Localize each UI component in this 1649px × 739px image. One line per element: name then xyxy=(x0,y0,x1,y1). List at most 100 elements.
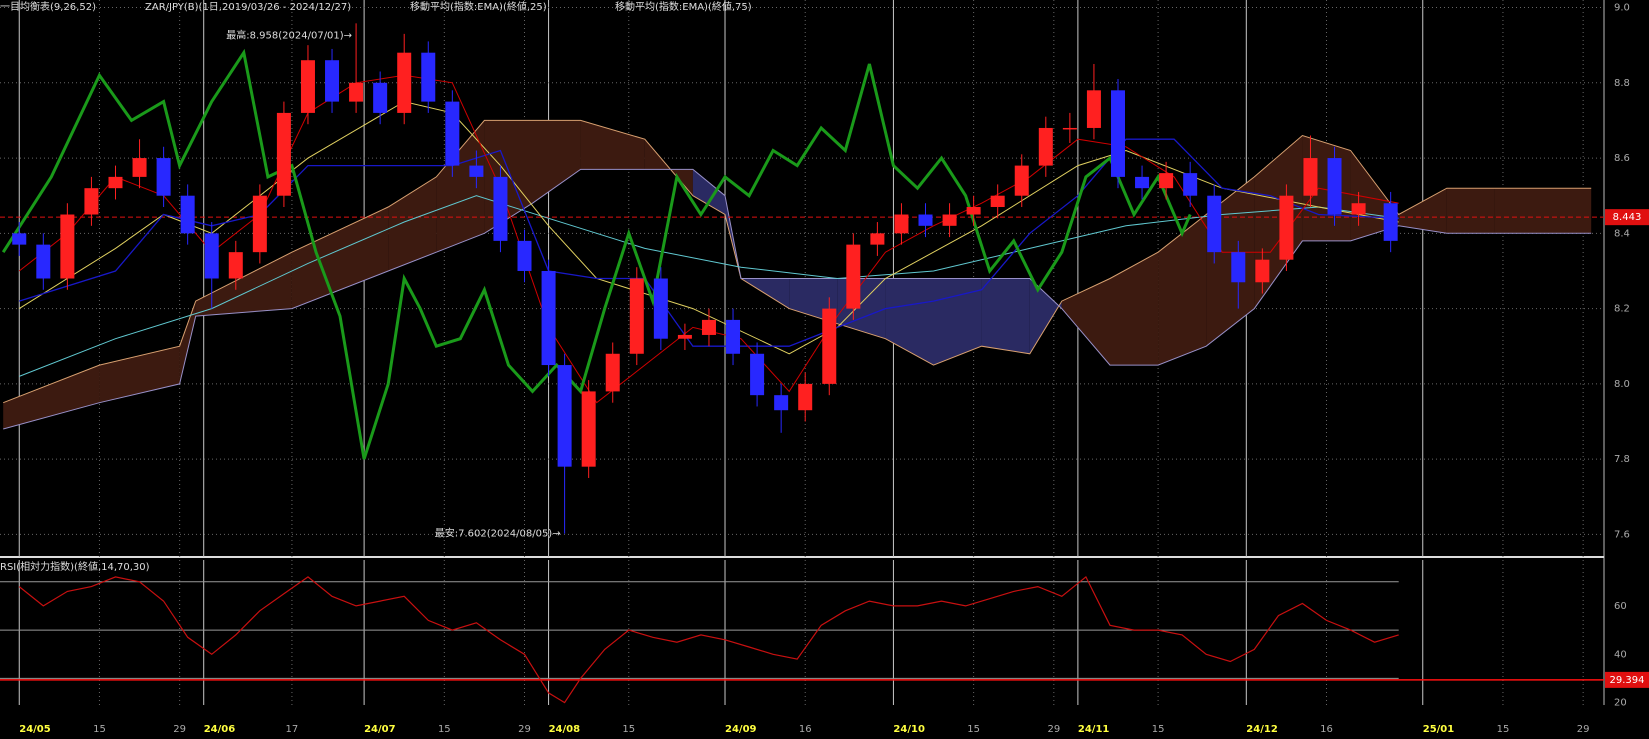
candle-body xyxy=(1159,173,1174,189)
cloud-segment xyxy=(388,176,437,271)
chart-title: 移動平均(指数:EMA)(終値,25) xyxy=(410,0,547,13)
chart-title: 移動平均(指数:EMA)(終値,75) xyxy=(615,0,752,13)
rsi-line xyxy=(18,575,1399,704)
x-tick-label: 24/10 xyxy=(893,724,925,735)
low-annotation: 最安:7.602(2024/08/05)→ xyxy=(435,527,561,540)
cloud-segment xyxy=(291,207,389,309)
candle-body xyxy=(1014,165,1029,196)
x-tick-label: 29 xyxy=(1577,724,1590,735)
x-tick-label: 24/06 xyxy=(204,724,236,735)
y-tick-label: 8.2 xyxy=(1614,304,1630,315)
candle-body xyxy=(846,244,861,309)
candle-body xyxy=(750,353,765,396)
y-tick-label: 7.6 xyxy=(1614,529,1630,540)
candle-body xyxy=(204,233,219,279)
candle-body xyxy=(180,195,195,234)
rsi-marker-label: 29.394 xyxy=(1610,675,1645,686)
candle-body xyxy=(300,60,315,113)
candle-body xyxy=(1327,158,1342,215)
x-tick-label: 29 xyxy=(518,724,531,735)
candle-body xyxy=(581,391,596,467)
span-a xyxy=(3,119,1592,404)
y-tick-label: 8.4 xyxy=(1614,228,1630,239)
candle-body xyxy=(108,176,123,189)
candle-body xyxy=(894,214,909,234)
cloud-segment xyxy=(580,120,645,170)
cloud-segment xyxy=(1029,278,1062,354)
candle-body xyxy=(84,188,99,215)
candle-body xyxy=(870,233,885,245)
cloud-segment xyxy=(692,169,725,215)
candle-body xyxy=(1183,173,1198,196)
chart-title: 一目均衡表(9,26,52) xyxy=(0,0,96,13)
x-tick-label: 29 xyxy=(173,724,186,735)
indicator-line xyxy=(19,195,1399,377)
x-tick-label: 17 xyxy=(286,724,299,735)
candle-body xyxy=(1351,203,1366,215)
x-tick-label: 24/09 xyxy=(725,724,757,735)
chart-title: ZAR/JPY(B)(1日,2019/03/26 - 2024/12/27) xyxy=(145,2,351,13)
candle-body xyxy=(397,52,412,113)
x-tick-label: 24/11 xyxy=(1078,724,1110,735)
candle-body xyxy=(156,158,171,196)
candle-body xyxy=(373,82,388,113)
y-tick-label: 8.0 xyxy=(1614,379,1630,390)
candle-body xyxy=(1207,195,1222,253)
indicator-line xyxy=(19,138,1399,347)
candle-body xyxy=(701,319,716,335)
candle-body xyxy=(942,214,957,226)
candle-body xyxy=(918,214,933,226)
candle-body xyxy=(1383,203,1398,241)
candle-body xyxy=(349,82,364,102)
candle-body xyxy=(966,206,981,215)
x-tick-label: 24/07 xyxy=(364,724,396,735)
candle-body xyxy=(653,278,668,339)
candle-body xyxy=(1303,158,1318,196)
candle-body xyxy=(493,176,508,241)
candle-body xyxy=(252,195,267,253)
rsi-title: RSI(相対力指数)(終値,14,70,30) xyxy=(0,560,150,573)
candle-body xyxy=(60,214,75,279)
cloud-segment xyxy=(933,278,982,366)
last-price-box xyxy=(1605,209,1649,226)
candle-body xyxy=(541,270,556,366)
indicator-line xyxy=(1,48,1192,460)
rsi-marker-box xyxy=(1605,671,1649,688)
candle-body xyxy=(445,101,460,166)
candle-body xyxy=(605,353,620,392)
cloud-segment xyxy=(1110,252,1159,366)
rsi-tick-label: 40 xyxy=(1614,649,1627,660)
candle-body xyxy=(325,60,340,102)
candle-body xyxy=(798,383,813,411)
x-tick-label: 24/05 xyxy=(19,724,51,735)
x-tick-label: 15 xyxy=(438,724,451,735)
candle-body xyxy=(629,278,644,354)
candle-body xyxy=(1279,195,1294,260)
cloud-segment xyxy=(195,252,292,317)
x-tick-label: 29 xyxy=(1047,724,1060,735)
cloud-segment xyxy=(1398,188,1447,234)
candle-body xyxy=(1255,259,1270,283)
candle-body xyxy=(276,112,291,196)
candle-body xyxy=(677,334,692,339)
rsi-tick-label: 20 xyxy=(1614,698,1627,709)
high-annotation: 最高:8.958(2024/07/01)→ xyxy=(226,28,352,41)
cloud-segment xyxy=(1158,214,1207,366)
x-tick-label: 24/12 xyxy=(1246,724,1278,735)
candle-body xyxy=(1038,127,1053,166)
candle-body xyxy=(421,52,436,102)
candle-body xyxy=(1086,90,1101,128)
candle-body xyxy=(469,165,484,177)
candle-body xyxy=(1135,176,1150,189)
candle-body xyxy=(1231,252,1246,283)
cloud-segment xyxy=(885,278,934,366)
x-tick-label: 16 xyxy=(1320,724,1333,735)
x-tick-label: 15 xyxy=(1497,724,1510,735)
candle-body xyxy=(557,365,572,467)
candle-body xyxy=(517,240,532,271)
x-tick-label: 24/08 xyxy=(549,724,581,735)
candle-body xyxy=(1062,127,1077,130)
rsi-tick-label: 60 xyxy=(1614,601,1627,612)
x-tick-label: 15 xyxy=(967,724,980,735)
